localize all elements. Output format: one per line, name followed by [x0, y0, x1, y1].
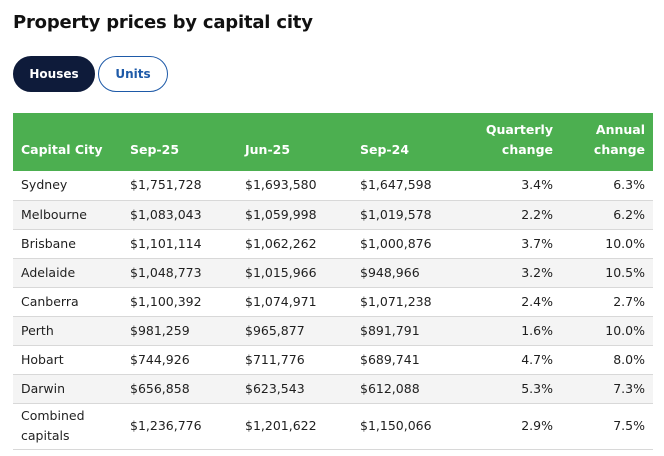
property-price-table-container: Capital City Sep-25 Jun-25 Sep-24 Quarte… — [13, 113, 653, 450]
cell-sep-25: $1,048,773 — [130, 264, 202, 280]
cell-jun-25: $1,074,971 — [245, 293, 317, 309]
cell-sep-25: $1,083,043 — [130, 206, 202, 222]
cell-annual-change: 8.0% — [613, 351, 645, 367]
units-toggle-button[interactable]: Units — [98, 56, 168, 92]
cell-sep-24: $689,741 — [360, 351, 420, 367]
cell-sep-25: $1,101,114 — [130, 235, 202, 251]
cell-quarterly-change: 2.2% — [521, 206, 553, 222]
cell-sep-24: $948,966 — [360, 264, 420, 280]
cell-sep-25: $981,259 — [130, 322, 190, 338]
cell-sep-25: $1,751,728 — [130, 177, 202, 193]
header-sep-24: Sep-24 — [360, 142, 410, 157]
table-header-row: Capital City Sep-25 Jun-25 Sep-24 Quarte… — [13, 113, 653, 171]
cell-annual-change: 10.0% — [605, 235, 645, 251]
combined-label-line1: Combined — [21, 408, 85, 423]
cell-quarterly-change: 2.4% — [521, 293, 553, 309]
cell-annual-change: 2.7% — [613, 293, 645, 309]
cell-annual-change: 6.2% — [613, 206, 645, 222]
cell-quarterly-change: 3.7% — [521, 235, 553, 251]
cell-sep-24: $1,000,876 — [360, 235, 432, 251]
cell-sep-24: $612,088 — [360, 380, 420, 396]
cell-quarterly-change: 2.9% — [521, 418, 553, 433]
cell-sep-24: $891,791 — [360, 322, 420, 338]
cell-quarterly-change: 5.3% — [521, 380, 553, 396]
table-row: Melbourne $1,083,043 $1,059,998 $1,019,5… — [13, 200, 653, 229]
cell-jun-25: $623,543 — [245, 380, 305, 396]
cell-jun-25: $1,201,622 — [245, 418, 317, 433]
cell-city: Brisbane — [21, 235, 76, 251]
cell-annual-change: 10.0% — [605, 322, 645, 338]
cell-sep-24: $1,647,598 — [360, 177, 432, 193]
cell-city: Perth — [21, 322, 54, 338]
header-quarterly-change: Quarterly change — [467, 113, 561, 171]
cell-annual-change: 10.5% — [605, 264, 645, 280]
table-row-combined: Combined capitals $1,236,776 $1,201,622 … — [13, 403, 653, 449]
header-sep-25: Sep-25 — [130, 142, 180, 157]
cell-jun-25: $711,776 — [245, 351, 305, 367]
page-title: Property prices by capital city — [13, 12, 313, 33]
cell-quarterly-change: 3.4% — [521, 177, 553, 193]
cell-city: Adelaide — [21, 264, 76, 280]
table-row: Sydney $1,751,728 $1,693,580 $1,647,598 … — [13, 171, 653, 200]
cell-sep-25: $744,926 — [130, 351, 190, 367]
table-row: Perth $981,259 $965,877 $891,791 1.6% 10… — [13, 316, 653, 345]
cell-quarterly-change: 4.7% — [521, 351, 553, 367]
cell-city-combined: Combined capitals — [13, 403, 122, 449]
property-price-table: Capital City Sep-25 Jun-25 Sep-24 Quarte… — [13, 113, 653, 450]
cell-jun-25: $1,015,966 — [245, 264, 317, 280]
cell-city: Canberra — [21, 293, 79, 309]
cell-annual-change: 7.5% — [613, 418, 645, 433]
header-annual-change: Annual change — [561, 113, 653, 171]
cell-jun-25: $1,062,262 — [245, 235, 317, 251]
cell-sep-24: $1,019,578 — [360, 206, 432, 222]
cell-sep-25: $1,100,392 — [130, 293, 202, 309]
header-quarterly-line2: change — [501, 142, 553, 157]
cell-sep-24: $1,071,238 — [360, 293, 432, 309]
table-row: Darwin $656,858 $623,543 $612,088 5.3% 7… — [13, 374, 653, 403]
cell-jun-25: $1,059,998 — [245, 206, 317, 222]
header-annual-line1: Annual — [595, 122, 645, 137]
table-row: Canberra $1,100,392 $1,074,971 $1,071,23… — [13, 287, 653, 316]
table-row: Hobart $744,926 $711,776 $689,741 4.7% 8… — [13, 345, 653, 374]
cell-city: Hobart — [21, 351, 64, 367]
combined-label-line2: capitals — [21, 428, 70, 443]
cell-sep-25: $1,236,776 — [130, 418, 202, 433]
header-capital-city: Capital City — [21, 142, 103, 157]
table-row: Brisbane $1,101,114 $1,062,262 $1,000,87… — [13, 229, 653, 258]
header-jun-25: Jun-25 — [245, 142, 291, 157]
cell-quarterly-change: 1.6% — [521, 322, 553, 338]
cell-jun-25: $965,877 — [245, 322, 305, 338]
cell-city: Melbourne — [21, 206, 87, 222]
houses-toggle-button[interactable]: Houses — [13, 56, 95, 92]
cell-annual-change: 7.3% — [613, 380, 645, 396]
cell-sep-25: $656,858 — [130, 380, 190, 396]
cell-annual-change: 6.3% — [613, 177, 645, 193]
cell-quarterly-change: 3.2% — [521, 264, 553, 280]
cell-sep-24: $1,150,066 — [360, 418, 432, 433]
cell-city: Sydney — [21, 177, 68, 193]
cell-city: Darwin — [21, 380, 66, 396]
header-quarterly-line1: Quarterly — [485, 122, 553, 137]
header-annual-line2: change — [593, 142, 645, 157]
table-row: Adelaide $1,048,773 $1,015,966 $948,966 … — [13, 258, 653, 287]
cell-jun-25: $1,693,580 — [245, 177, 317, 193]
